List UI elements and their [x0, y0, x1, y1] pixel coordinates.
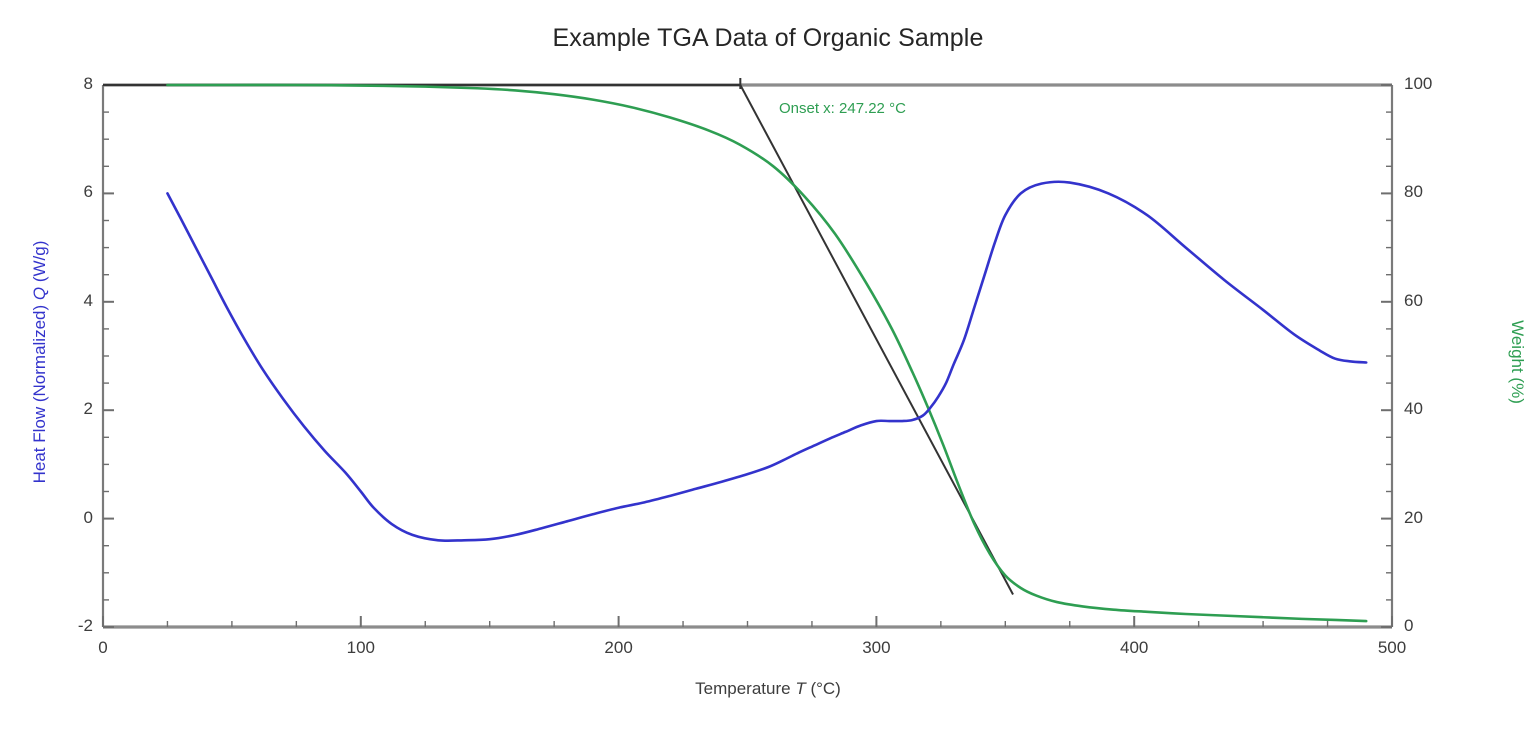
y-left-tick-label: 6	[83, 182, 93, 202]
heat-flow-curve	[166, 180, 1368, 543]
x-tick-label: 200	[604, 638, 633, 657]
x-axis-label-pre: Temperature	[695, 679, 796, 698]
onset-annotation: Onset x: 247.22 °C	[779, 100, 906, 117]
y-left-tick-label: -2	[77, 616, 93, 635]
x-axis-label-symbol: T	[795, 679, 806, 698]
y-left-tick-label: 0	[83, 507, 93, 527]
ticks-group	[102, 84, 1393, 628]
x-tick-label: 0	[98, 638, 108, 657]
y-left-tick-label: 2	[83, 399, 93, 419]
x-tick-label: 100	[346, 638, 375, 657]
y-right-tick-label: 60	[1404, 290, 1423, 310]
x-tick-label: 400	[1120, 638, 1149, 657]
y-right-tick-label: 100	[1404, 74, 1433, 93]
chart-title: Example TGA Data of Organic Sample	[552, 24, 984, 52]
y-right-tick-label: 40	[1404, 399, 1423, 419]
y-right-tick-label: 20	[1404, 507, 1423, 527]
y-left-tick-label: 4	[83, 290, 93, 310]
x-tick-label: 500	[1377, 638, 1407, 657]
y-left-tick-label: 8	[83, 74, 93, 93]
y-right-tick-label: 0	[1404, 616, 1414, 635]
onset-construction-lines	[103, 78, 1014, 595]
x-axis-label-post: (°C)	[805, 679, 841, 698]
weight-curve	[166, 83, 1368, 623]
axes-group	[101, 83, 1394, 629]
x-tick-label: 300	[862, 638, 891, 657]
y-right-tick-label: 80	[1404, 182, 1423, 202]
x-axis-label: Temperature T (°C)	[0, 679, 1536, 699]
